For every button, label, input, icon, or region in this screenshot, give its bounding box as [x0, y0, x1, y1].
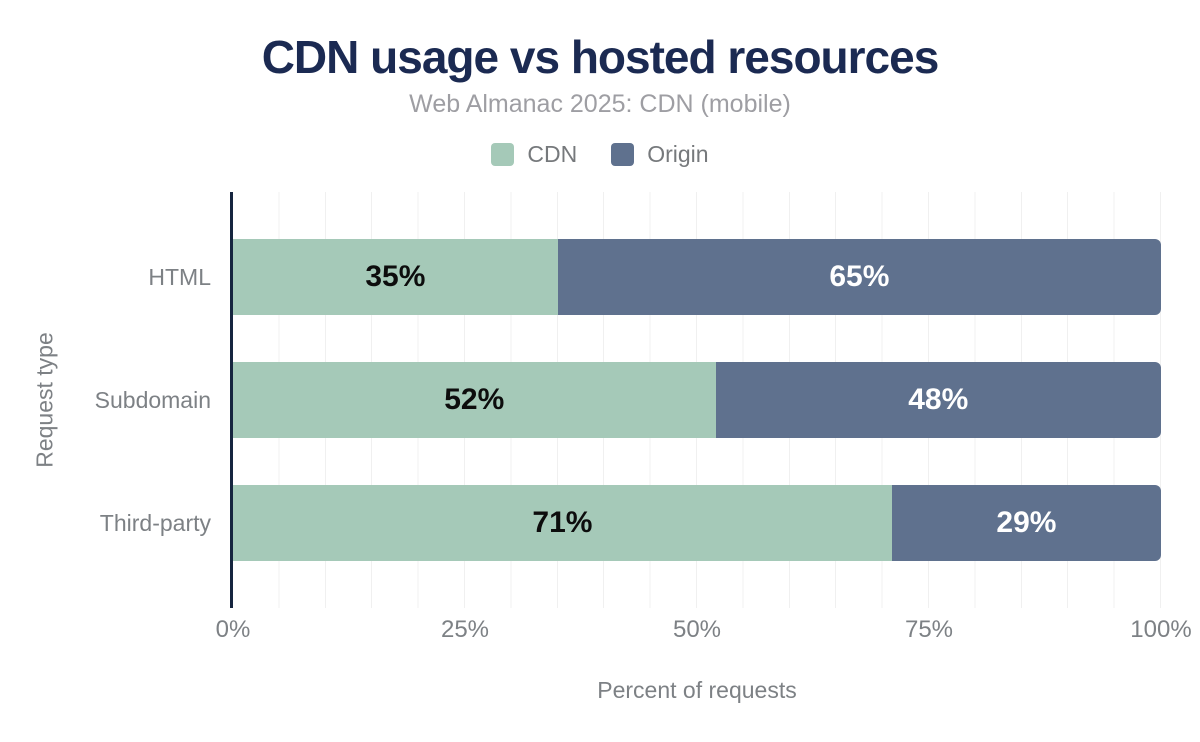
x-axis-ticks: 0% 25% 50% 75% 100% — [216, 616, 1192, 646]
legend-swatch-cdn — [491, 143, 515, 166]
bar-value-label-html-cdn: 35% — [365, 260, 426, 293]
legend-item-cdn: CDN — [491, 141, 577, 168]
y-axis-line — [230, 192, 233, 608]
bar-value-label-third-party-origin: 29% — [996, 506, 1057, 539]
bar-segment-subdomain-origin[interactable]: 48% — [715, 362, 1161, 438]
bar-row-subdomain: 52% 48% — [233, 362, 1161, 438]
category-label-third-party: Third-party — [99, 509, 211, 536]
chart-subtitle: Web Almanac 2025: CDN (mobile) — [409, 90, 791, 118]
category-label-html: HTML — [148, 263, 211, 290]
x-tick-100-: 100% — [1130, 616, 1192, 643]
x-tick-50-: 50% — [672, 616, 722, 643]
bar-row-html: 35% 65% — [233, 239, 1161, 315]
bar-segment-subdomain-cdn[interactable]: 52% — [233, 362, 716, 438]
x-axis-title: Percent of requests — [597, 677, 797, 703]
bar-value-label-subdomain-origin: 48% — [908, 383, 969, 416]
chart-title: CDN usage vs hosted resources — [261, 31, 940, 83]
bar-segment-third-party-cdn[interactable]: 71% — [233, 485, 892, 561]
bar-value-label-subdomain-cdn: 52% — [444, 383, 505, 416]
x-tick-25-: 25% — [440, 616, 490, 643]
bar-value-label-html-origin: 65% — [829, 260, 890, 293]
legend-label-origin: Origin — [647, 141, 709, 167]
x-tick-0-: 0% — [215, 616, 251, 643]
bar-value-label-third-party-cdn: 71% — [532, 506, 593, 539]
legend-item-origin: Origin — [611, 141, 709, 168]
bar-row-third-party: 71% 29% — [233, 485, 1161, 561]
legend: CDN Origin — [0, 141, 1200, 168]
bar-segment-third-party-origin[interactable]: 29% — [891, 485, 1161, 561]
x-tick-75-: 75% — [904, 616, 954, 643]
bar-segment-html-cdn[interactable]: 35% — [233, 239, 558, 315]
y-axis-category-labels: HTML Subdomain Third-party — [0, 192, 233, 608]
bar-segment-html-origin[interactable]: 65% — [557, 239, 1161, 315]
legend-swatch-origin — [611, 143, 635, 166]
legend-label-cdn: CDN — [527, 141, 578, 167]
category-label-subdomain: Subdomain — [94, 386, 211, 413]
plot-area: 35% 65% 52% 48% 71% 29% — [233, 192, 1161, 608]
